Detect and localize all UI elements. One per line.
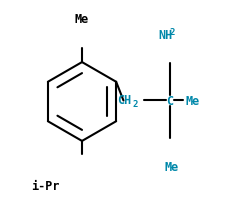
Text: Me: Me bbox=[74, 13, 89, 26]
Text: NH: NH bbox=[158, 29, 172, 42]
Text: Me: Me bbox=[164, 160, 178, 173]
Text: i-Pr: i-Pr bbox=[31, 180, 60, 192]
Text: 2: 2 bbox=[169, 28, 175, 37]
Text: 2: 2 bbox=[132, 100, 138, 109]
Text: Me: Me bbox=[184, 94, 198, 108]
Text: CH: CH bbox=[117, 93, 131, 106]
Text: C: C bbox=[166, 94, 173, 108]
